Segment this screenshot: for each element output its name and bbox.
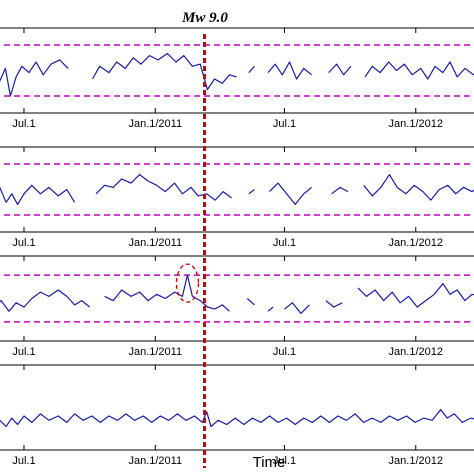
x-tick-label: Jan.1/2011 — [128, 346, 182, 358]
x-tick-label: Jul.1 — [12, 237, 35, 249]
x-tick-label: Jan.1/2012 — [389, 237, 443, 249]
panel-4: Jul.1 Jan.1/2011 Jul.1 Jan.1/2012 — [0, 364, 474, 467]
x-axis-label: Time — [253, 454, 286, 471]
x-tick-label: Jul.1 — [12, 455, 35, 467]
series-line — [0, 274, 474, 314]
x-tick-label: Jul.1 — [273, 118, 296, 130]
x-tick-label: Jul.1 — [12, 118, 35, 130]
x-tick-label: Jan.1/2012 — [389, 455, 443, 467]
x-tick-label: Jul.1 — [273, 346, 296, 358]
x-tick-label: Jul.1 — [12, 346, 35, 358]
x-tick-label: Jul.1 — [273, 237, 296, 249]
anomaly-highlight-circle — [175, 263, 200, 303]
x-tick-label: Jan.1/2011 — [128, 455, 182, 467]
panels-layer: Jul.1 Jan.1/2011 Jul.1 Jan.1/2012 Jul.1 Jan.1… — [0, 27, 474, 467]
panel-1: Jul.1 Jan.1/2011 Jul.1 Jan.1/2012 — [0, 27, 474, 130]
series-line — [0, 52, 474, 97]
panel-2: Jul.1 Jan.1/2011 Jul.1 Jan.1/2012 — [0, 146, 474, 249]
chart-title: Mw 9.0 — [181, 10, 228, 26]
panel-frame — [0, 146, 474, 233]
panel-frame — [0, 364, 474, 451]
panel-3: Jul.1 Jan.1/2011 Jul.1 Jan.1/2012 — [0, 255, 474, 358]
x-tick-label: Jan.1/2012 — [389, 346, 443, 358]
panel-frame — [0, 255, 474, 342]
x-tick-label: Jan.1/2011 — [128, 118, 182, 130]
x-tick-label: Jul.1 — [273, 455, 296, 467]
series-line — [0, 174, 474, 205]
x-tick-label: Jan.1/2012 — [389, 118, 443, 130]
x-tick-label: Jan.1/2011 — [128, 237, 182, 249]
panel-frame — [0, 27, 474, 114]
series-line — [0, 409, 474, 428]
